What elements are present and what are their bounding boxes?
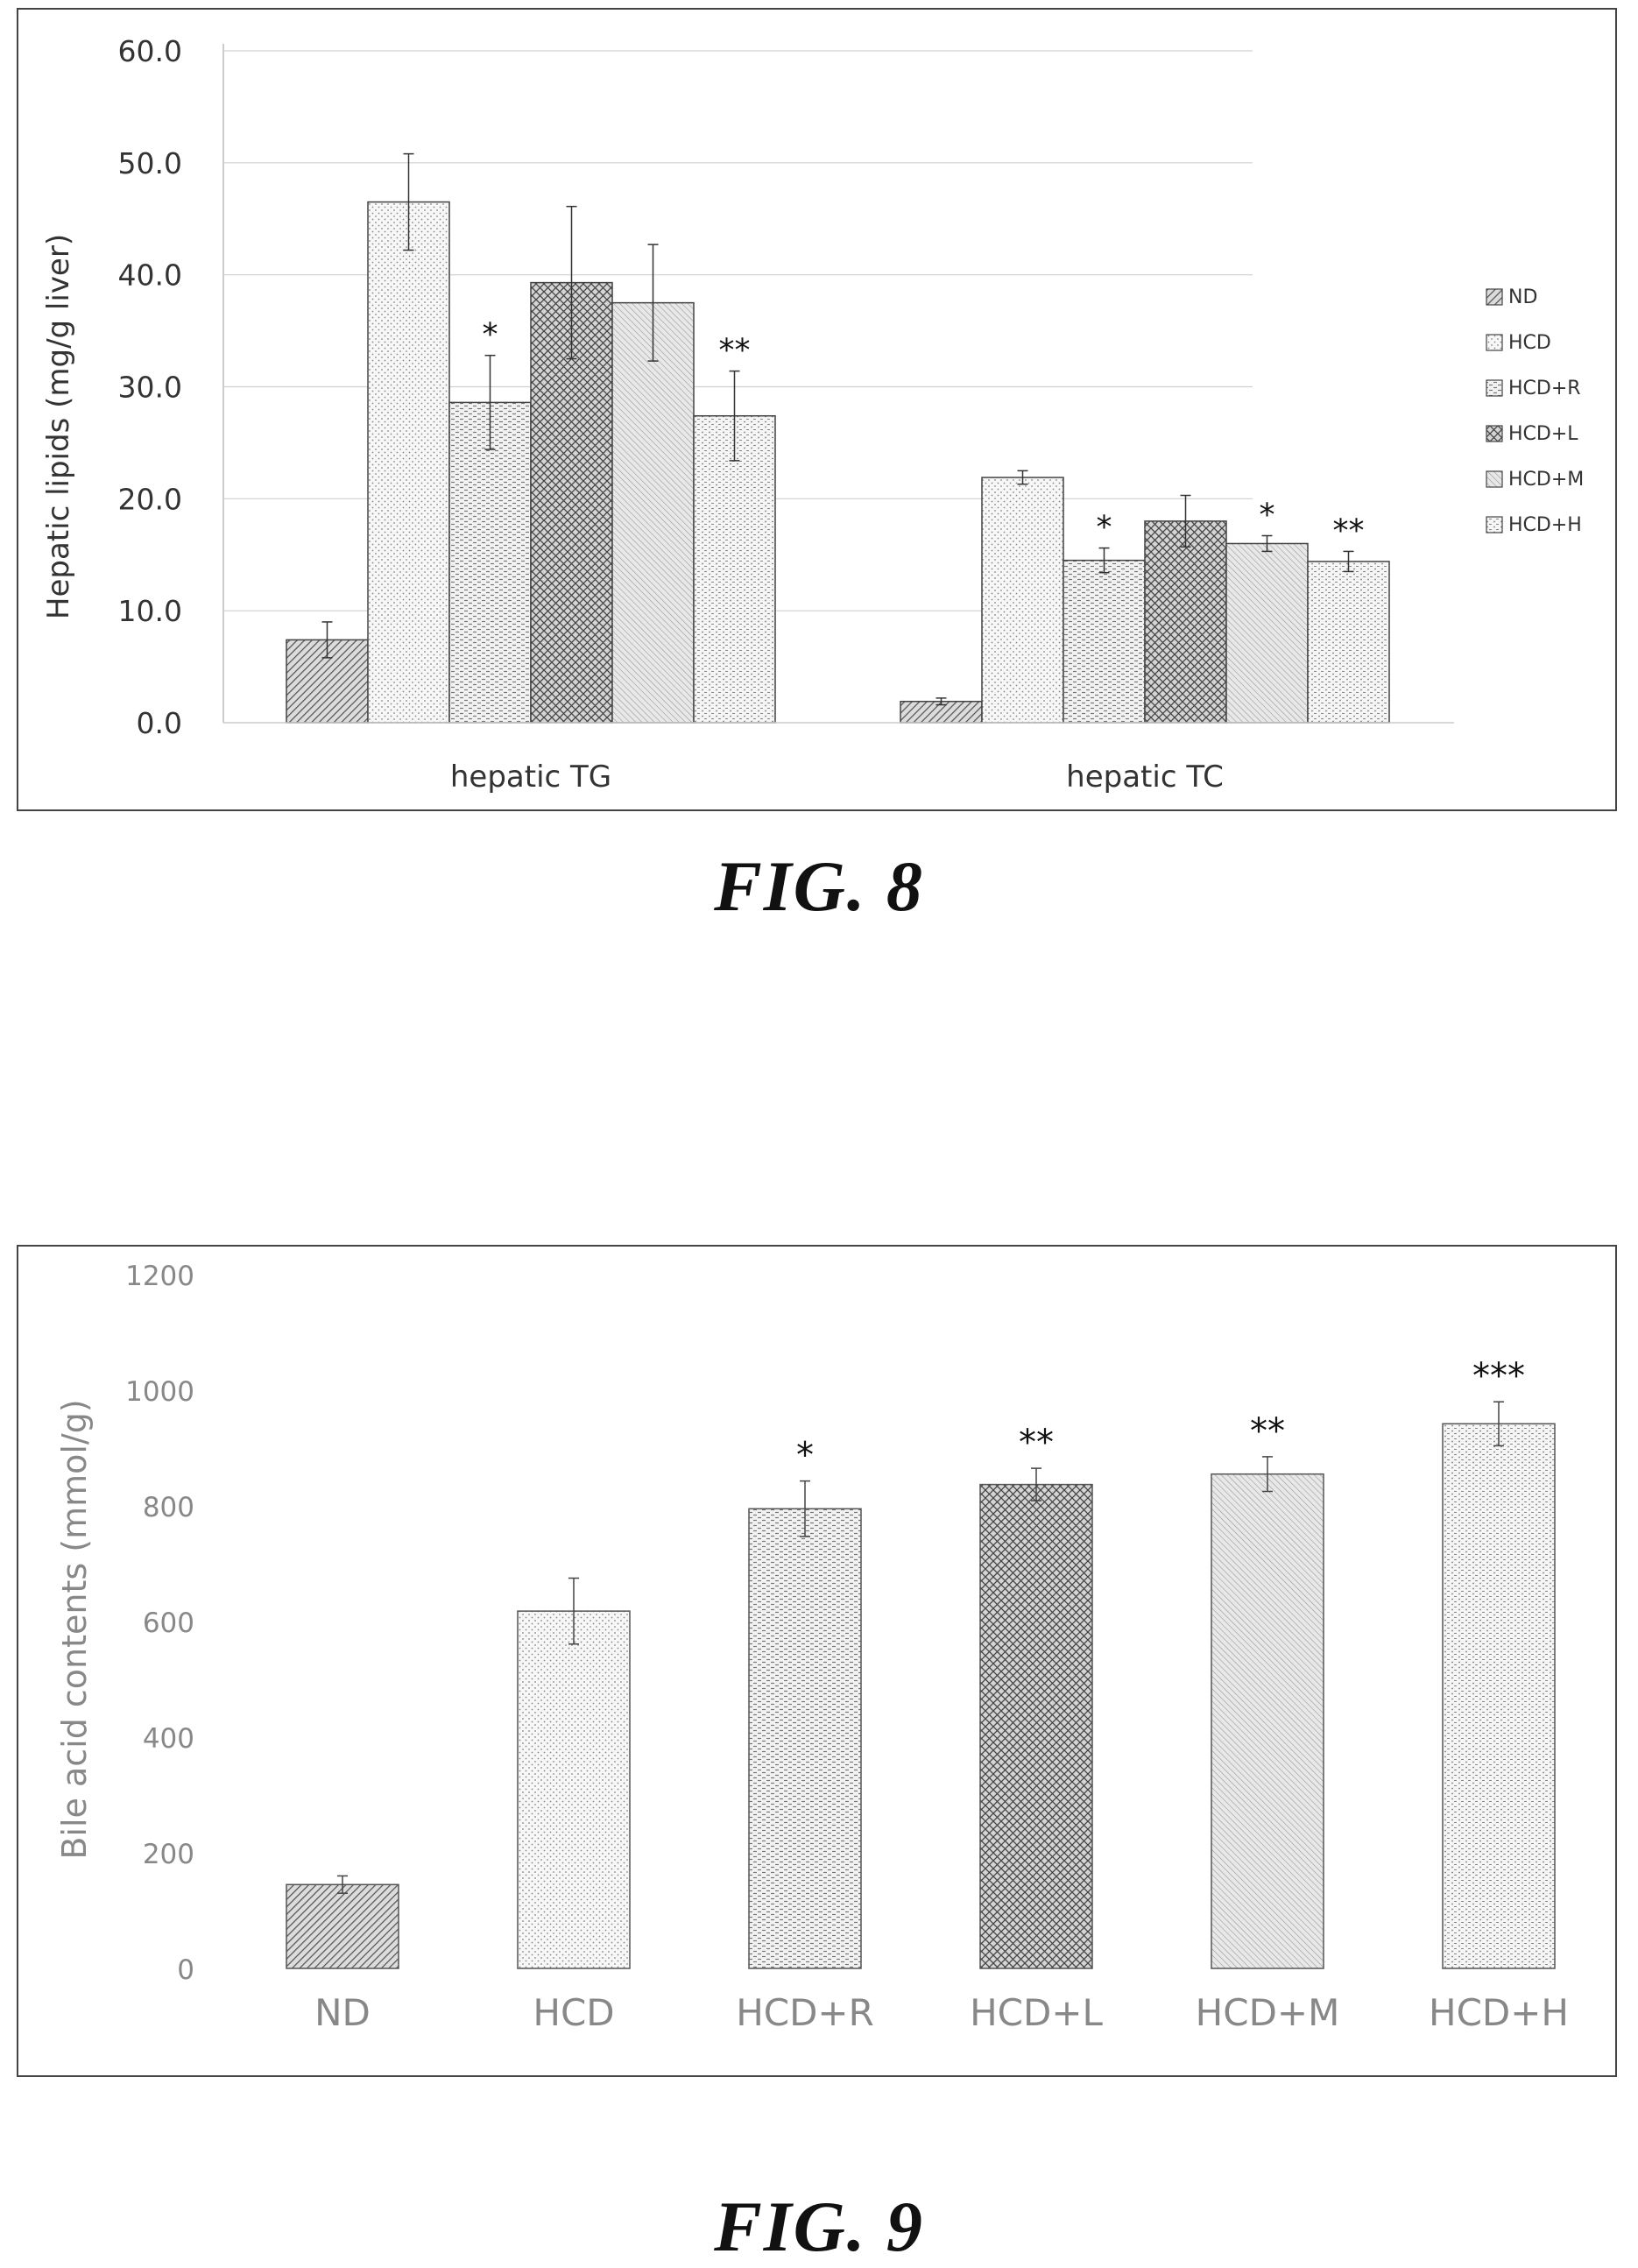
bar-hcd-l: [979, 1483, 1093, 1969]
bar-hcd-r: [448, 401, 532, 724]
figure-caption: FIG. 8: [714, 846, 924, 926]
legend-label: ND: [1508, 286, 1537, 308]
bar-hcd-m: [1225, 542, 1309, 724]
x-category-label: HCD+H: [1429, 1991, 1569, 2034]
y-tick-label: 50.0: [118, 146, 182, 180]
figure-caption: FIG. 9: [714, 2187, 924, 2266]
figure-8: 0.0 10.0 20.0 30.0 40.0 50.0 60.0 Hepatic lipi…: [17, 8, 1617, 811]
legend-label: HCD+H: [1508, 514, 1582, 536]
significance-mark: **: [1250, 1411, 1285, 1452]
chart-frame: [17, 8, 1617, 811]
bar-nd: [286, 1883, 399, 1969]
significance-mark: *: [1097, 510, 1112, 546]
significance-mark: **: [719, 333, 751, 369]
figure-9: 0 200 400 600 800 1000 1200 Bile acid contents…: [17, 1245, 1617, 2077]
bar-hcd-m: [611, 301, 695, 724]
bar-hcd-h: [693, 414, 776, 724]
y-tick-label: 20.0: [118, 482, 182, 516]
y-axis-title: Bile acid contents (mmol/g): [55, 1399, 94, 1859]
y-tick-label: 10.0: [118, 594, 182, 628]
legend-label: HCD: [1508, 332, 1551, 354]
y-tick-label: 60.0: [118, 34, 182, 68]
x-category-label: hepatic TG: [450, 760, 611, 795]
bar-hcd: [367, 201, 450, 724]
bar-hcd-r: [1063, 559, 1146, 724]
significance-mark: *: [1260, 498, 1275, 533]
legend-label: HCD+L: [1508, 423, 1578, 445]
bar-hcd-h: [1442, 1423, 1556, 1969]
bar-hcd: [981, 477, 1064, 724]
bar-hcd-h: [1307, 561, 1390, 724]
bar-hcd: [517, 1610, 631, 1969]
x-category-label: HCD+R: [736, 1991, 874, 2034]
y-tick-label: 1000: [125, 1376, 194, 1408]
y-tick-label: 600: [143, 1607, 194, 1639]
significance-mark: *: [796, 1436, 814, 1476]
y-tick-label: 400: [143, 1723, 194, 1755]
y-tick-label: 1200: [125, 1261, 194, 1292]
significance-mark: **: [1333, 512, 1365, 548]
x-category-label: hepatic TC: [1066, 760, 1224, 795]
y-axis-title: Hepatic lipids (mg/g liver): [41, 234, 76, 619]
bar-hcd-m: [1211, 1473, 1324, 1969]
legend-swatch: [1486, 516, 1503, 533]
y-tick-label: 40.0: [118, 258, 182, 293]
x-category-label: HCD: [533, 1991, 614, 2034]
legend-swatch: [1486, 470, 1503, 488]
significance-mark: *: [483, 317, 498, 353]
significance-mark: **: [1019, 1423, 1054, 1463]
chart-frame: [17, 1245, 1617, 2077]
x-category-label: ND: [314, 1991, 371, 2034]
bar-hcd-l: [1144, 520, 1227, 724]
y-tick-label: 0.0: [137, 706, 182, 740]
legend-label: HCD+M: [1508, 469, 1584, 491]
y-tick-label: 30.0: [118, 371, 182, 405]
significance-mark: ***: [1472, 1356, 1525, 1396]
x-category-label: HCD+M: [1196, 1991, 1340, 2034]
legend-swatch: [1486, 288, 1503, 306]
legend-label: HCD+R: [1508, 378, 1581, 399]
bar-hcd-r: [748, 1508, 862, 1969]
y-tick-label: 200: [143, 1839, 194, 1870]
legend-swatch: [1486, 425, 1503, 442]
x-category-label: HCD+L: [970, 1991, 1103, 2034]
y-tick-label: 0: [177, 1954, 194, 1986]
legend-swatch: [1486, 379, 1503, 397]
legend-swatch: [1486, 334, 1503, 351]
y-tick-label: 800: [143, 1492, 194, 1523]
